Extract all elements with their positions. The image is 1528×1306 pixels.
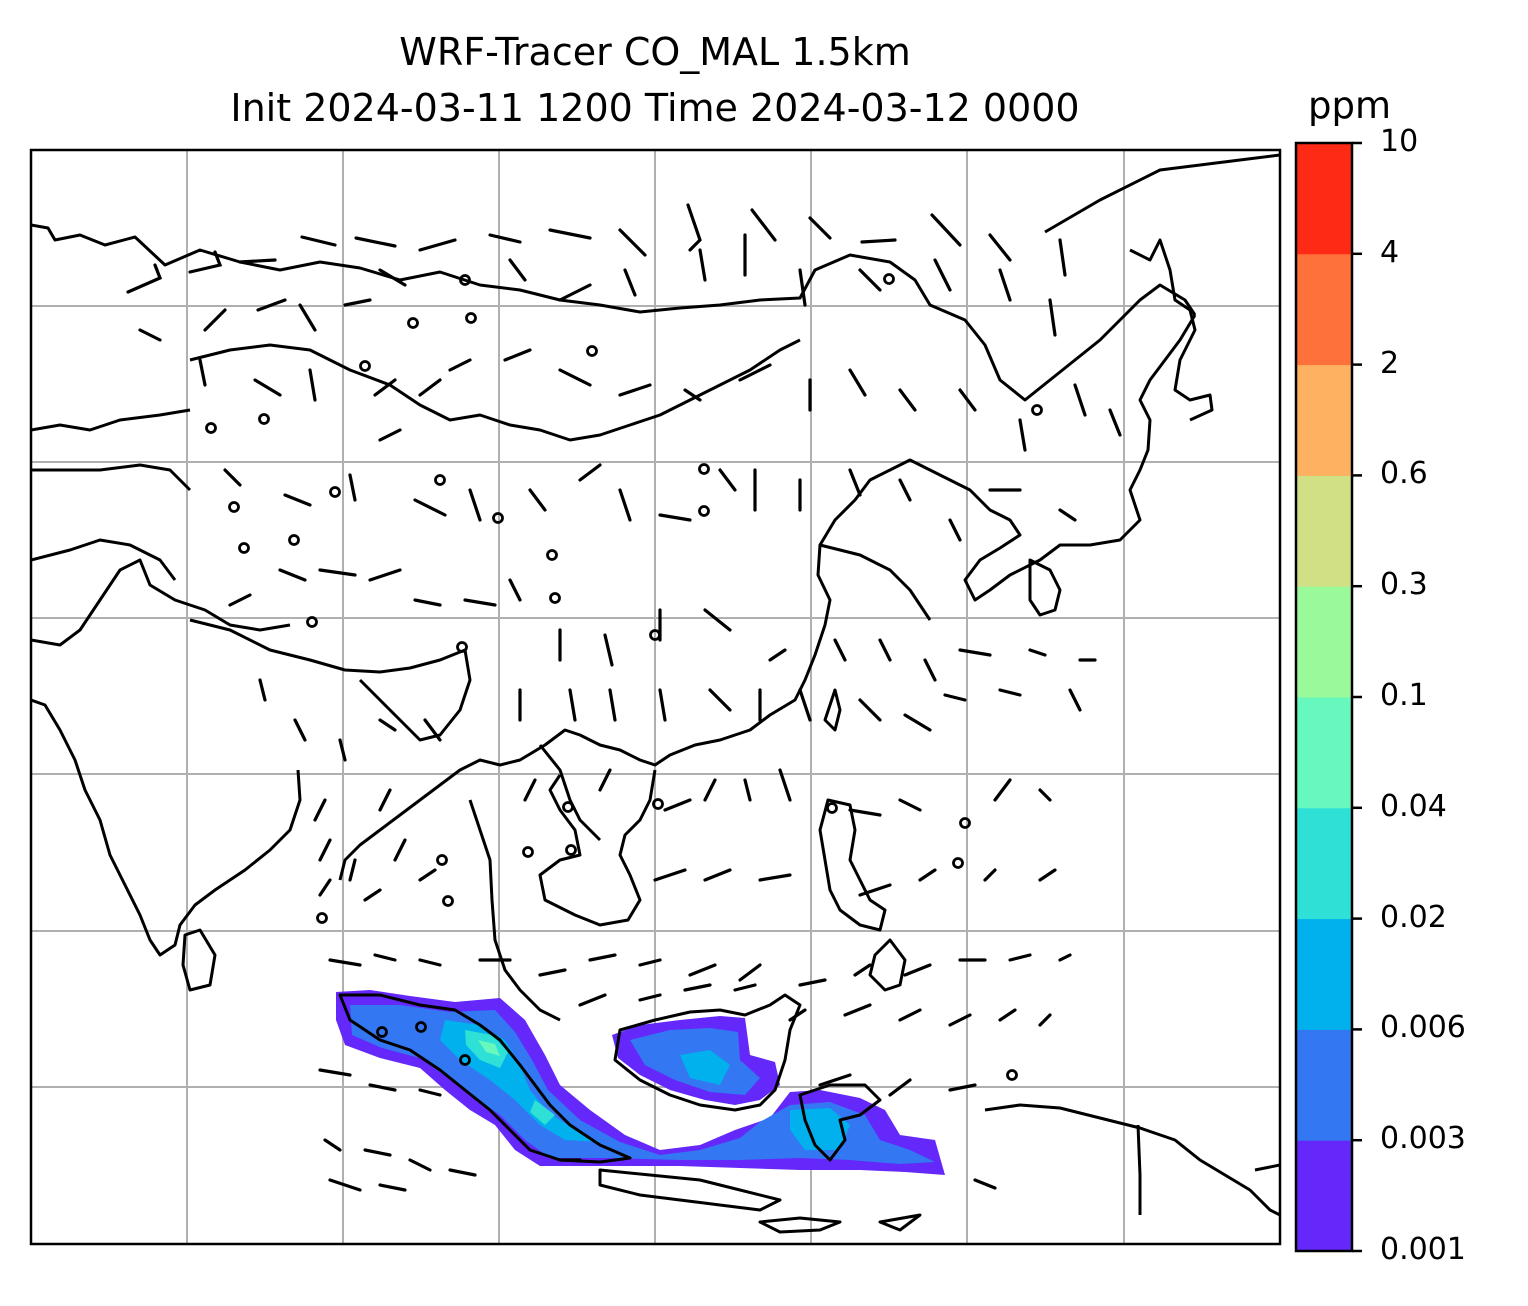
colorbar-tick-label: 2 [1380,345,1400,381]
wind-barbs [126,203,1122,1192]
colorbar-tick-label: 0.6 [1380,456,1428,492]
colorbar-tick-label: 0.02 [1380,899,1447,935]
colorbar-band [1296,1140,1352,1252]
colorbar-tick-label: 0.3 [1380,567,1428,603]
colorbar-unit-label: ppm [1308,84,1392,127]
colorbar-tick-label: 0.003 [1380,1121,1466,1157]
map-frame [29,148,1282,1246]
colorbar-band [1296,807,1352,920]
colorbar-band [1296,586,1352,698]
colorbar-band [1296,1029,1352,1141]
coastlines-and-borders [31,153,1280,1234]
map-title-line2: Init 2024-03-11 1200 Time 2024-03-12 000… [230,86,1080,130]
colorbar-band [1296,253,1352,366]
colorbar-band [1296,143,1352,255]
co-tracer-plume [336,990,945,1175]
colorbar-ticks [1352,141,1362,1253]
colorbar-band [1296,918,1352,1030]
colorbar-band [1296,364,1352,476]
colorbar-tick-label: 0.1 [1380,678,1428,713]
map-title-line1: WRF-Tracer CO_MAL 1.5km [399,30,911,74]
colorbar-tick-label: 4 [1380,234,1400,270]
colorbar-band [1296,697,1352,809]
colorbar-tick-label: 0.001 [1380,1232,1466,1267]
colorbar-tick-label: 0.04 [1380,788,1447,824]
calm-wind-markers [205,273,1043,1081]
colorbar-tick-label: 0.006 [1380,1010,1466,1046]
colorbar [1296,143,1352,1252]
colorbar-band [1296,475,1352,587]
colorbar-tick-label: 10 [1380,124,1419,159]
